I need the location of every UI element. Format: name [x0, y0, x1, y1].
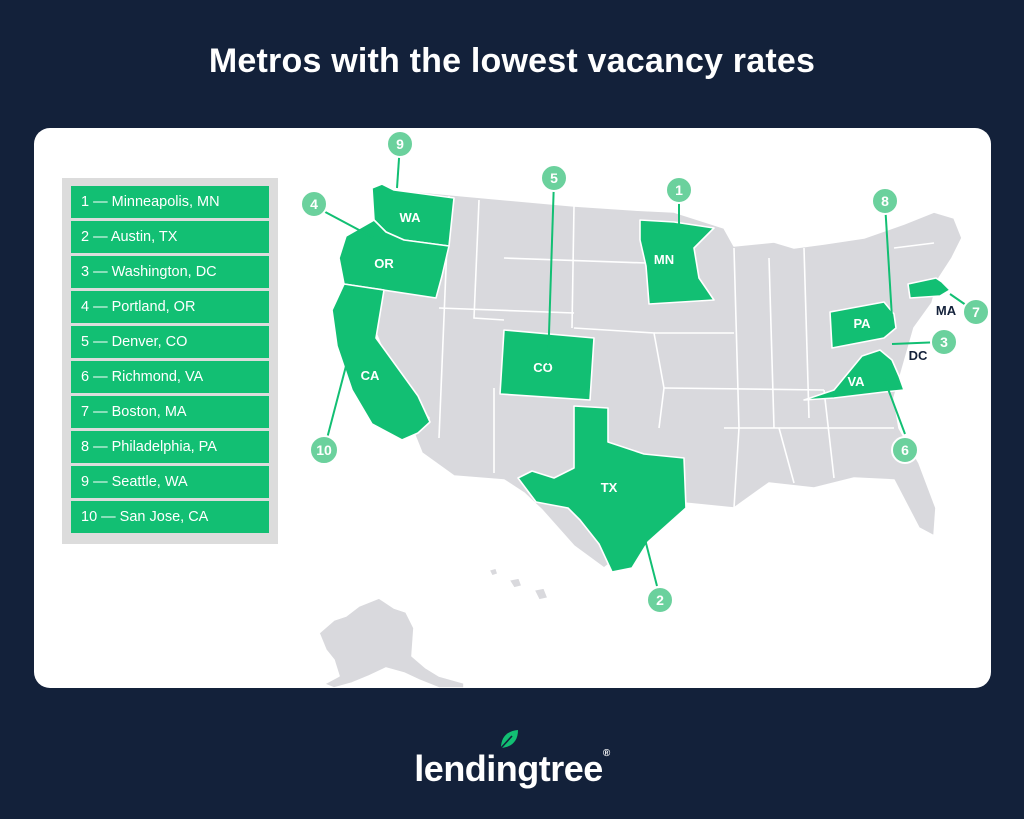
- lendingtree-logo: lendingtree®: [0, 730, 1024, 790]
- pin-1-label: 1: [675, 182, 683, 198]
- label-co: CO: [533, 360, 553, 375]
- pin-1: 1: [665, 176, 693, 204]
- legend-item-7: 7 — Boston, MA: [71, 396, 269, 428]
- legend-item-5: 5 — Denver, CO: [71, 326, 269, 358]
- pin-4: 4: [300, 190, 328, 218]
- pin-2-label: 2: [656, 592, 664, 608]
- legend-item-10: 10 — San Jose, CA: [71, 501, 269, 533]
- pin-7-label: 7: [972, 304, 980, 320]
- pin-6: 6: [891, 436, 919, 464]
- label-ca: CA: [361, 368, 380, 383]
- pin-9: 9: [386, 130, 414, 158]
- state-colorado: [499, 329, 595, 401]
- label-pa: PA: [853, 316, 871, 331]
- state-california: [331, 283, 431, 441]
- leaf-icon: [500, 730, 518, 749]
- state-virginia: [803, 349, 905, 401]
- legend: 1 — Minneapolis, MN 2 — Austin, TX 3 — W…: [62, 178, 278, 544]
- pin-3: 3: [930, 328, 958, 356]
- registered-mark: ®: [602, 748, 610, 759]
- legend-item-4: 4 — Portland, OR: [71, 291, 269, 323]
- us-base-shape: [373, 187, 963, 569]
- label-mn: MN: [654, 252, 674, 267]
- legend-item-1: 1 — Minneapolis, MN: [71, 186, 269, 218]
- legend-item-9: 9 — Seattle, WA: [71, 466, 269, 498]
- pin-2: 2: [646, 586, 674, 614]
- label-or: OR: [374, 256, 394, 271]
- pin-6-label: 6: [901, 442, 909, 458]
- pin-10: 10: [309, 435, 339, 465]
- legend-item-2: 2 — Austin, TX: [71, 221, 269, 253]
- map-card: 1 — Minneapolis, MN 2 — Austin, TX 3 — W…: [34, 128, 991, 688]
- brand-wordmark: lendingtree: [414, 748, 603, 789]
- label-tx: TX: [601, 480, 618, 495]
- label-va: VA: [847, 374, 865, 389]
- state-massachusetts: [907, 277, 951, 299]
- label-ma: MA: [936, 303, 957, 318]
- hawaii-shape: [488, 567, 549, 601]
- pin-10-label: 10: [316, 442, 332, 458]
- label-dc: DC: [909, 348, 928, 363]
- legend-item-3: 3 — Washington, DC: [71, 256, 269, 288]
- pin-4-label: 4: [310, 196, 318, 212]
- label-wa: WA: [400, 210, 422, 225]
- pin-9-label: 9: [396, 136, 404, 152]
- pin-8: 8: [871, 187, 899, 215]
- page-title: Metros with the lowest vacancy rates: [208, 42, 816, 80]
- pin-3-label: 3: [940, 334, 948, 350]
- pin-5: 5: [540, 164, 568, 192]
- us-map: WA OR CA CO TX MN PA VA MA DC 1 2 3 4 5 …: [300, 130, 990, 688]
- legend-item-6: 6 — Richmond, VA: [71, 361, 269, 393]
- leader-lines: [313, 143, 977, 587]
- state-pennsylvania: [829, 301, 897, 349]
- pin-8-label: 8: [881, 193, 889, 209]
- alaska-shape: [318, 597, 465, 688]
- state-minnesota: [639, 219, 715, 305]
- legend-item-8: 8 — Philadelphia, PA: [71, 431, 269, 463]
- pin-7: 7: [962, 298, 990, 326]
- pin-5-label: 5: [550, 170, 558, 186]
- state-oregon: [338, 219, 450, 299]
- state-texas: [517, 405, 687, 573]
